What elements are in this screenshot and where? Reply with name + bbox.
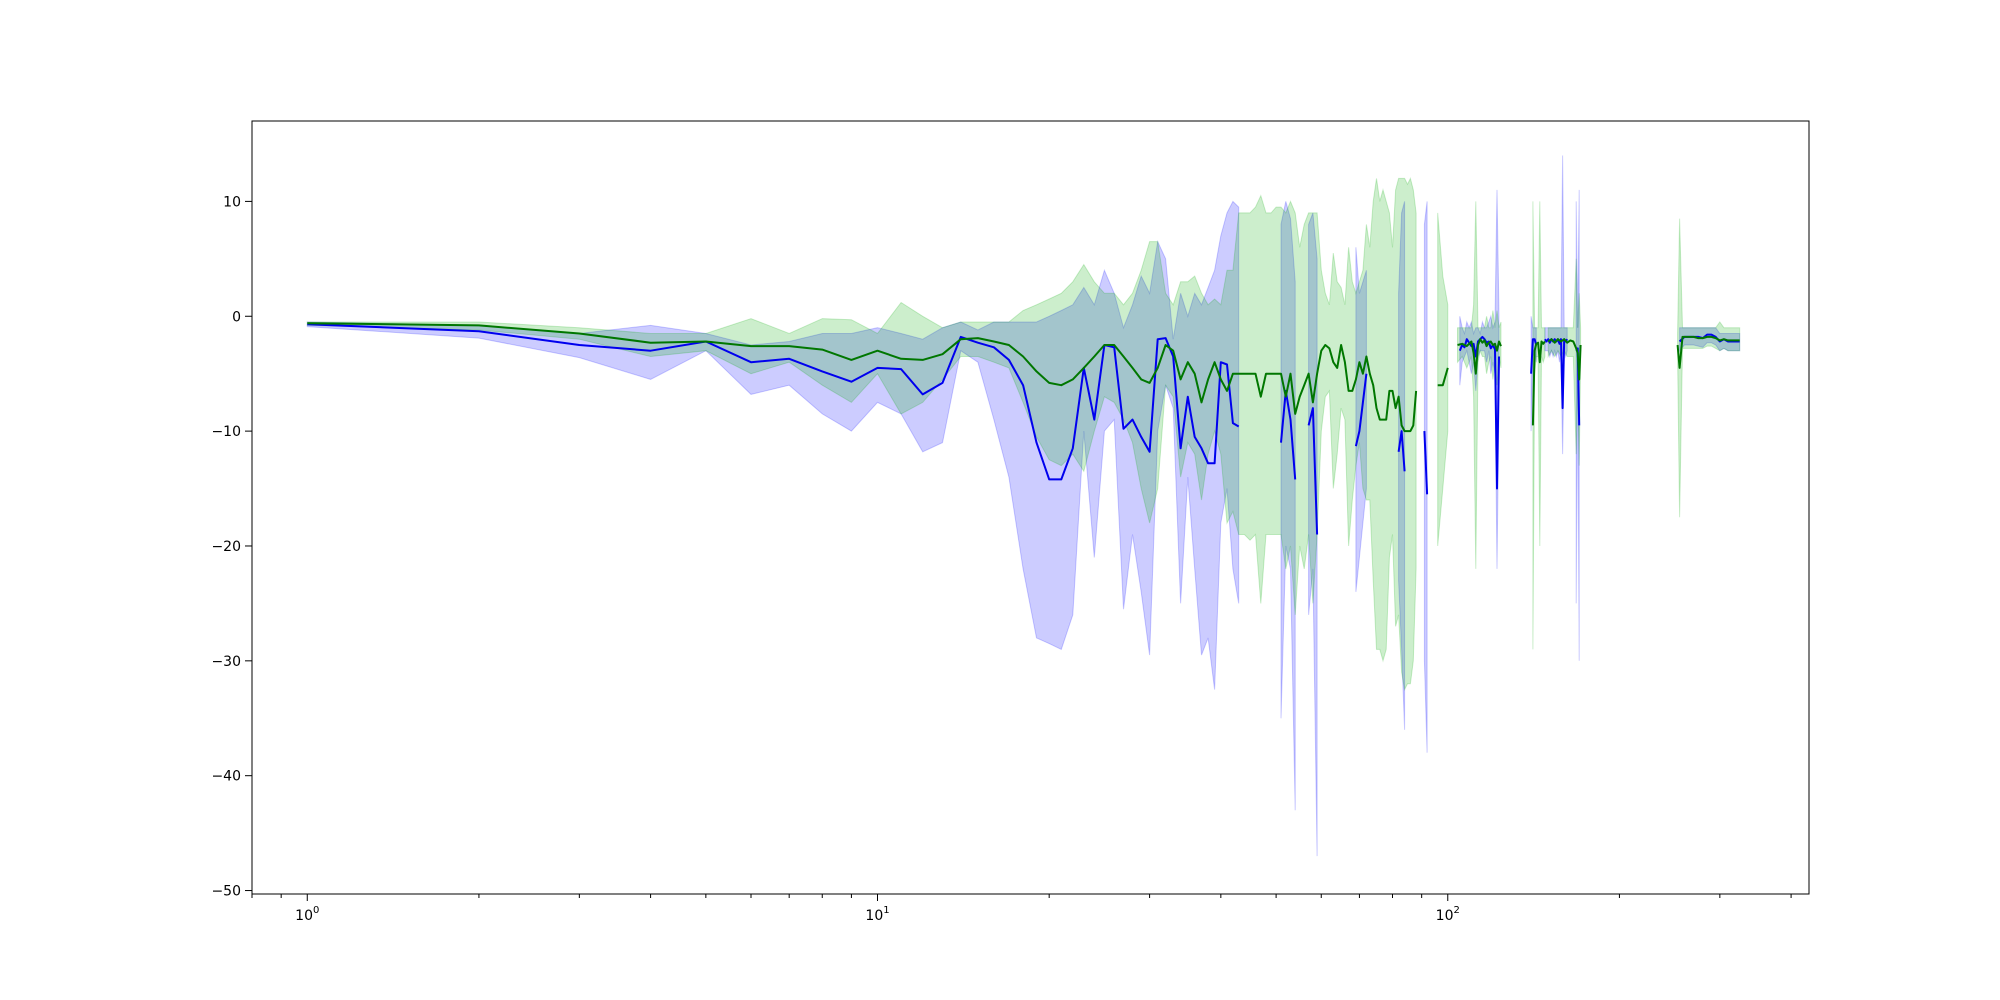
series-1-line-1	[1437, 367, 1449, 387]
series-0-band-9	[1575, 189, 1580, 661]
x-tick-base: 10	[1436, 908, 1454, 924]
series-1-line-0	[307, 322, 1418, 433]
y-tick-label: −50	[211, 884, 241, 900]
series-0-line-4	[1397, 430, 1406, 472]
series-1-band-2	[1457, 201, 1502, 569]
series-1-band-1	[1437, 212, 1449, 547]
y-axis: 10 0 −10 −20 −30 −40 −50	[211, 194, 252, 900]
series-1-band-3	[1532, 201, 1546, 650]
x-tick-label: 100	[295, 905, 319, 924]
x-axis: 100 101 102	[251, 894, 1792, 924]
series-0-band-10	[1679, 327, 1741, 353]
series-lines	[307, 322, 1740, 535]
series-0-line-3	[1354, 373, 1368, 447]
plot-frame	[251, 120, 1810, 895]
y-tick-label: 10	[223, 194, 241, 210]
y-tick-label: −40	[211, 769, 241, 785]
x-tick-base: 10	[295, 908, 313, 924]
x-tick-label: 102	[1436, 905, 1460, 924]
y-tick-label: −30	[211, 654, 241, 670]
series-0-line-7	[1530, 338, 1538, 374]
series-0-line-0	[307, 323, 1240, 481]
series-1-line-2	[1457, 338, 1502, 375]
x-tick-exponent: 2	[1453, 905, 1459, 916]
series-1-line-3	[1531, 340, 1546, 426]
series-1-line-4	[1547, 338, 1582, 381]
series-0-band-4	[1398, 201, 1406, 730]
x-tick-label: 101	[865, 905, 889, 924]
series-0-line-1	[1280, 389, 1297, 480]
x-tick-base: 10	[865, 908, 883, 924]
y-tick-label: −20	[211, 539, 241, 555]
series-0-line-2	[1307, 407, 1319, 535]
series-0-band-1	[1280, 201, 1296, 811]
y-tick-label: 0	[232, 309, 241, 325]
series-0-band-0	[306, 200, 1240, 690]
series-0-line-5	[1423, 431, 1429, 495]
x-tick-exponent: 0	[313, 905, 319, 916]
x-tick-exponent: 1	[883, 905, 889, 916]
series-1-line-5	[1676, 335, 1740, 369]
series-1-band-0	[306, 176, 1417, 692]
series-1-band-5	[1677, 218, 1741, 518]
y-tick-label: −10	[211, 424, 241, 440]
series-0-band-2	[1308, 212, 1318, 857]
